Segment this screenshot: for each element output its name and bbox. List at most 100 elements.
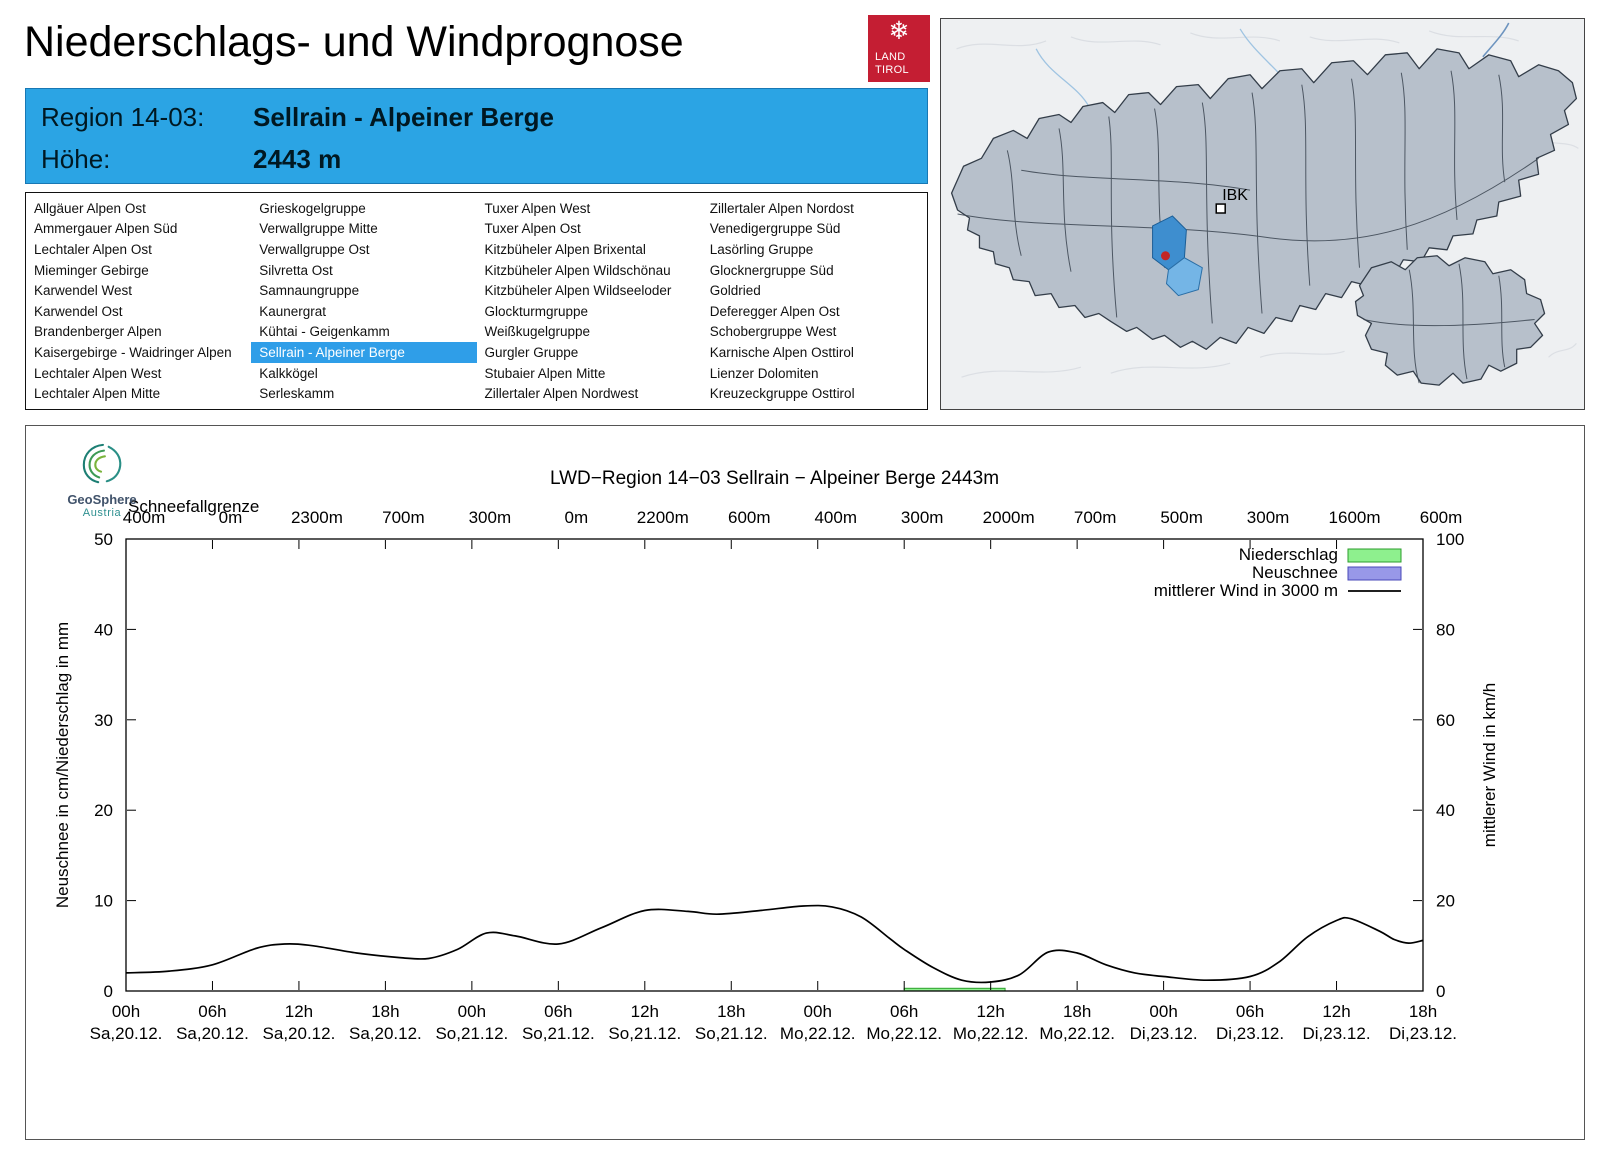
right-axis-label: mittlerer Wind in km/h	[1480, 683, 1499, 847]
snowline-value: 700m	[1074, 508, 1117, 527]
region-name-value: Sellrain - Alpeiner Berge	[253, 101, 555, 132]
right-axis-tick: 20	[1436, 892, 1455, 911]
region-number-label: Region 14-03:	[41, 101, 205, 132]
land-tirol-logo-text: LAND TIROL	[875, 51, 909, 76]
x-axis-hour-label: 18h	[1409, 1002, 1437, 1021]
region-list-item[interactable]: Kühtai - Geigenkamm	[259, 324, 390, 340]
x-axis-hour-label: 06h	[1236, 1002, 1264, 1021]
x-axis-hour-label: 00h	[804, 1002, 832, 1021]
x-axis-day-label: Di,23.12.	[1216, 1024, 1284, 1043]
region-list-item[interactable]: Kitzbüheler Alpen Wildschönau	[484, 262, 671, 278]
x-axis-day-label: Di,23.12.	[1130, 1024, 1198, 1043]
x-axis-hour-label: 06h	[544, 1002, 572, 1021]
region-list-item[interactable]: Kitzbüheler Alpen Brixental	[484, 241, 646, 257]
region-list-item[interactable]: Tuxer Alpen West	[484, 200, 591, 216]
x-axis-day-label: Di,23.12.	[1389, 1024, 1457, 1043]
region-list-item[interactable]: Serleskamm	[259, 386, 335, 402]
region-list-item[interactable]: Ammergauer Alpen Süd	[34, 221, 178, 237]
region-list-item[interactable]: Kaunergrat	[259, 303, 327, 319]
region-list: Allgäuer Alpen Ost Ammergauer Alpen Süd Le…	[25, 192, 928, 410]
north-tirol-shape	[950, 48, 1578, 350]
land-tirol-logo-line1: LAND	[875, 51, 906, 63]
snowline-label: Schneefallgrenze	[128, 497, 259, 516]
region-list-item[interactable]: Kitzbüheler Alpen Wildseeloder	[484, 283, 672, 299]
region-list-item[interactable]: Samnaungruppe	[259, 283, 360, 299]
region-list-item[interactable]: Lechtaler Alpen Ost	[34, 241, 152, 257]
selected-region-shape-south[interactable]	[1165, 257, 1203, 297]
altitude-label: Höhe:	[41, 143, 111, 174]
page-title: Niederschlags- und Windprognose	[24, 18, 684, 66]
x-axis-day-label: Sa,20.12.	[349, 1024, 422, 1043]
region-list-item[interactable]: Karwendel Ost	[34, 303, 123, 319]
region-list-item[interactable]: Karwendel West	[34, 283, 133, 299]
x-axis-hour-label: 12h	[1322, 1002, 1350, 1021]
snowline-value: 600m	[728, 508, 771, 527]
region-list-item[interactable]: Sellrain - Alpeiner Berge	[251, 342, 477, 363]
snowline-value: 2300m	[291, 508, 343, 527]
ibk-marker	[1215, 203, 1226, 214]
region-list-item[interactable]: Gurgler Gruppe	[484, 344, 579, 360]
tirol-map: IBK	[940, 18, 1585, 410]
x-axis-hour-label: 12h	[976, 1002, 1004, 1021]
geosphere-logo: GeoSphere Austria	[54, 442, 150, 519]
region-list-item[interactable]: Glocknergruppe Süd	[709, 262, 834, 278]
land-tirol-logo-line2: TIROL	[875, 63, 909, 76]
left-axis-tick: 30	[94, 711, 113, 730]
snowline-value: 700m	[382, 508, 425, 527]
region-list-item[interactable]: Verwallgruppe Mitte	[259, 221, 378, 237]
land-tirol-logo: ❄ LAND TIROL	[868, 15, 930, 82]
x-axis-hour-label: 18h	[371, 1002, 399, 1021]
x-axis-day-label: Sa,20.12.	[90, 1024, 163, 1043]
x-axis-day-label: Sa,20.12.	[263, 1024, 336, 1043]
forecast-chart-panel: GeoSphere Austria LWD−Region 14−03 Sellr…	[25, 425, 1585, 1140]
region-list-item[interactable]: Lechtaler Alpen West	[34, 365, 162, 381]
legend-label: Niederschlag	[1239, 545, 1338, 564]
snowline-value: 0m	[219, 508, 243, 527]
region-list-item[interactable]: Weißkugelgruppe	[484, 324, 591, 340]
legend-label: mittlerer Wind in 3000 m	[1154, 581, 1338, 600]
region-list-item[interactable]: Lasörling Gruppe	[709, 241, 814, 257]
region-list-item[interactable]: Goldried	[709, 283, 761, 299]
region-list-item[interactable]: Mieminger Gebirge	[34, 262, 149, 278]
region-list-item[interactable]: Lechtaler Alpen Mitte	[34, 386, 161, 402]
region-list-item[interactable]: Brandenberger Alpen	[34, 324, 162, 340]
legend-swatch	[1347, 548, 1402, 563]
region-list-item[interactable]: Kaisergebirge - Waidringer Alpen	[34, 344, 232, 360]
region-list-item[interactable]: Venedigergruppe Süd	[709, 221, 841, 237]
snowline-value: 0m	[565, 508, 589, 527]
region-list-item[interactable]: Schobergruppe West	[709, 324, 837, 340]
region-list-item[interactable]: Lienzer Dolomiten	[709, 365, 819, 381]
region-list-item[interactable]: Zillertaler Alpen Nordost	[709, 200, 854, 216]
region-list-item[interactable]: Kreuzeckgruppe Osttirol	[709, 386, 855, 402]
x-axis-day-label: Mo,22.12.	[953, 1024, 1029, 1043]
region-list-item[interactable]: Silvretta Ost	[259, 262, 333, 278]
snowline-value: 2000m	[983, 508, 1035, 527]
region-list-item[interactable]: Tuxer Alpen Ost	[484, 221, 581, 237]
x-axis-day-label: Sa,20.12.	[176, 1024, 249, 1043]
left-axis-tick: 10	[94, 892, 113, 911]
region-list-item[interactable]: Kalkkögel	[259, 365, 318, 381]
x-axis-hour-label: 00h	[1149, 1002, 1177, 1021]
left-axis-tick: 40	[94, 620, 113, 639]
region-list-item[interactable]: Verwallgruppe Ost	[259, 241, 370, 257]
region-list-item[interactable]: Allgäuer Alpen Ost	[34, 200, 146, 216]
ibk-label: IBK	[1222, 187, 1248, 204]
region-list-item[interactable]: Stubaier Alpen Mitte	[484, 365, 606, 381]
relief-texture	[956, 30, 1579, 378]
snowline-value: 400m	[814, 508, 857, 527]
region-list-item[interactable]: Grieskogelgruppe	[259, 200, 366, 216]
x-axis-day-label: So,21.12.	[695, 1024, 768, 1043]
wind-line	[125, 904, 1424, 984]
x-axis-day-label: Mo,22.12.	[866, 1024, 942, 1043]
snowline-value: 600m	[1420, 508, 1463, 527]
snowflake-icon: ❄	[888, 17, 910, 45]
right-axis-tick: 80	[1436, 620, 1455, 639]
plot-frame	[125, 538, 1424, 992]
region-list-item[interactable]: Glockturmgruppe	[484, 303, 589, 319]
x-axis-day-label: So,21.12.	[435, 1024, 508, 1043]
left-axis-label: Neuschnee in cm/Niederschlag in mm	[53, 622, 72, 908]
region-list-item[interactable]: Karnische Alpen Osttirol	[709, 344, 854, 360]
region-list-item[interactable]: Deferegger Alpen Ost	[709, 303, 840, 319]
region-list-item[interactable]: Zillertaler Alpen Nordwest	[484, 386, 639, 402]
snowline-value: 300m	[469, 508, 512, 527]
